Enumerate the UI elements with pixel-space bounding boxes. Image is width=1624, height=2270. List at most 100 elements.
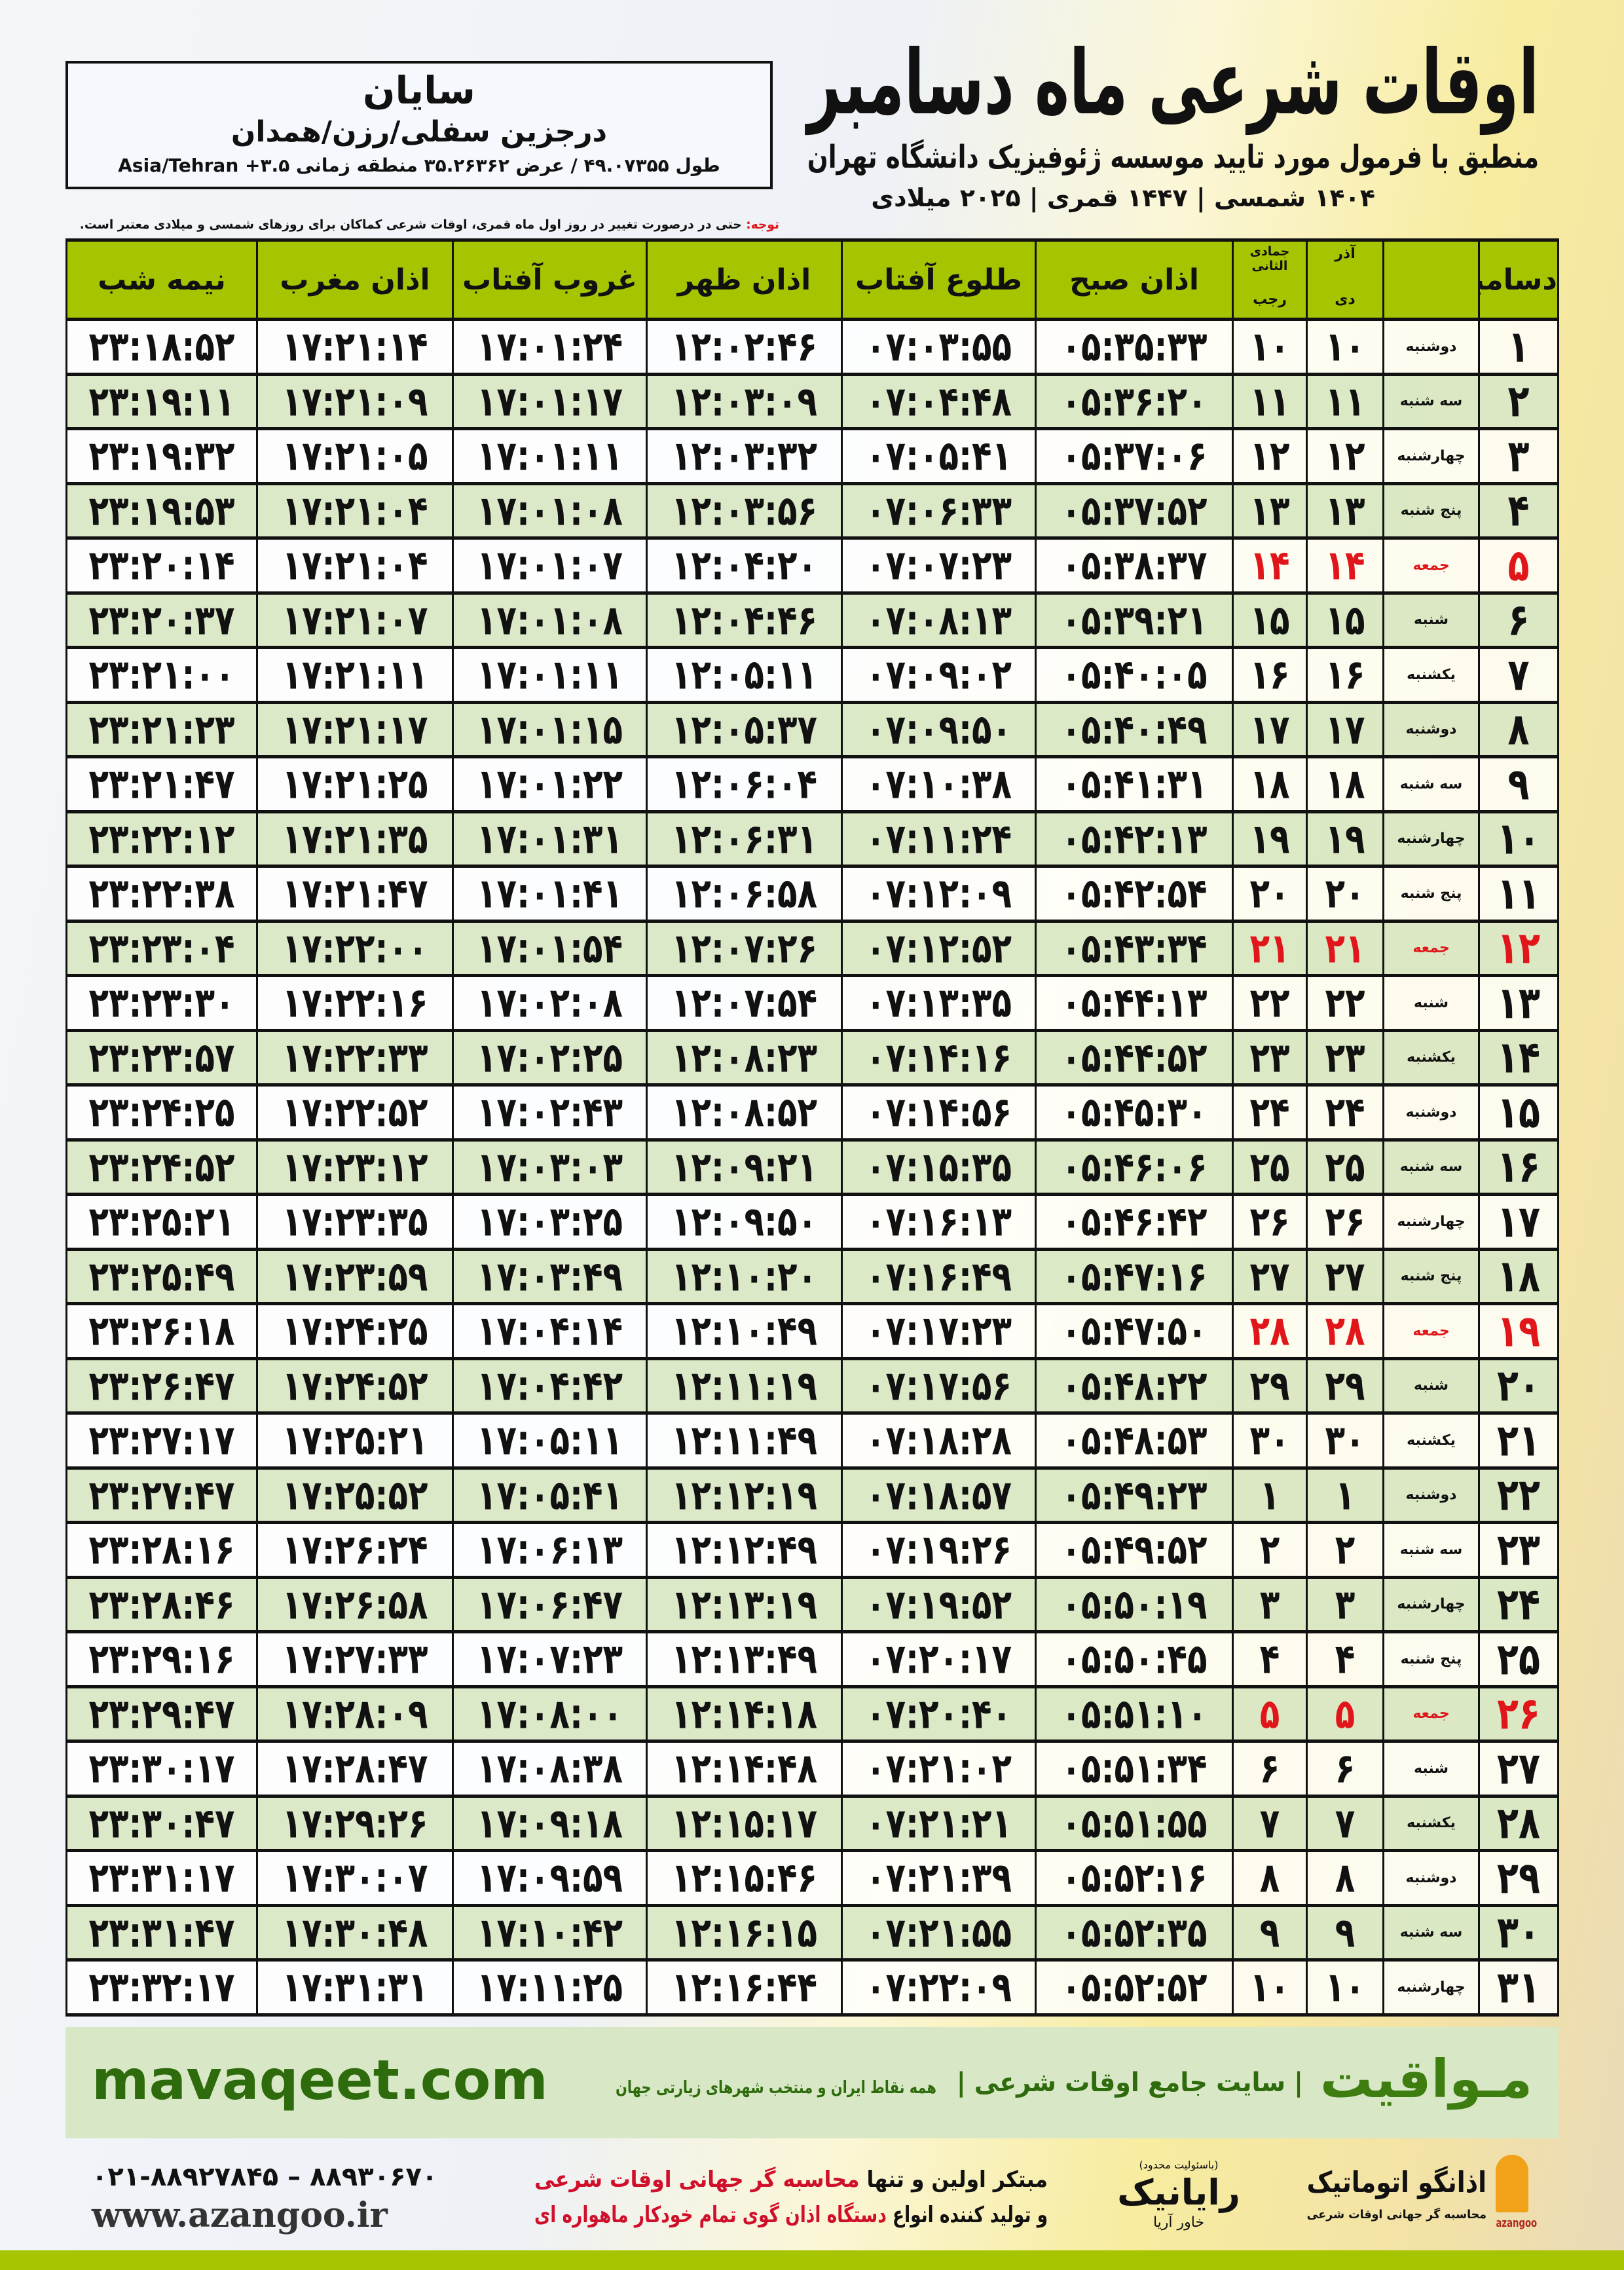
site-url[interactable]: mavaqeet.com	[92, 2048, 548, 2112]
cell-maghrib: ۱۷:۲۱:۱۱	[256, 647, 454, 704]
fajr-value: ۰۵:۳۶:۲۰	[1061, 377, 1208, 426]
lunar-day-value: ۱۴	[1249, 542, 1290, 589]
cell-lunar-day: ۱۵	[1232, 593, 1308, 649]
phone-numbers: ۰۲۱-۸۸۹۲۷۸۴۵ – ۸۸۹۳۰۶۷۰	[92, 2162, 438, 2192]
cell-sunset: ۱۷:۰۵:۱۱	[452, 1413, 648, 1470]
cell-sunset: ۱۷:۰۷:۲۳	[452, 1631, 648, 1688]
cell-day: ۴	[1478, 483, 1559, 540]
weekday-value: یکشنبه	[1407, 1049, 1456, 1066]
cell-sunrise: ۰۷:۲۱:۵۵	[841, 1905, 1037, 1962]
sunset-value: ۱۷:۰۹:۵۹	[476, 1854, 623, 1902]
midnight-value: ۲۳:۳۰:۴۷	[88, 1799, 235, 1848]
cell-maghrib: ۱۷:۲۱:۰۵	[256, 428, 454, 485]
cell-lunar-day: ۲۳	[1232, 1030, 1308, 1087]
sunset-value: ۱۷:۰۱:۱۵	[476, 705, 623, 754]
cell-dhuhr: ۱۲:۱۱:۱۹	[646, 1358, 843, 1415]
table-row: ۳۰ سه شنبه ۹ ۹ ۰۵:۵۲:۳۵ ۰۷:۲۱:۵۵ ۱۲:۱۶:۱۵ ۱۷:۱۰…	[65, 1905, 1559, 1962]
cell-maghrib: ۱۷:۲۶:۵۸	[256, 1577, 454, 1633]
cell-day: ۱۴	[1478, 1030, 1559, 1087]
solar-day-value: ۲	[1335, 1526, 1356, 1574]
sunrise-value: ۰۷:۱۶:۴۹	[865, 1252, 1012, 1301]
cell-solar-day: ۳۰	[1306, 1413, 1384, 1470]
cell-maghrib: ۱۷:۲۴:۵۲	[256, 1358, 454, 1415]
midnight-value: ۲۳:۲۸:۴۶	[88, 1580, 235, 1629]
cell-sunset: ۱۷:۰۱:۱۱	[452, 428, 648, 485]
sunrise-value: ۰۷:۰۳:۵۵	[865, 323, 1012, 371]
lunar-day-value: ۲۰	[1249, 870, 1290, 918]
cell-sunset: ۱۷:۰۱:۱۷	[452, 374, 648, 430]
maghrib-value: ۱۷:۲۱:۱۴	[282, 323, 428, 371]
cell-lunar-day: ۲	[1232, 1522, 1308, 1579]
cell-solar-day: ۲	[1306, 1522, 1384, 1579]
cell-sunset: ۱۷:۱۱:۲۵	[452, 1960, 648, 2017]
cell-sunset: ۱۷:۰۶:۱۳	[452, 1522, 648, 1579]
cell-solar-day: ۲۶	[1306, 1194, 1384, 1251]
table-row: ۱۰ چهارشنبه ۱۹ ۱۹ ۰۵:۴۲:۱۳ ۰۷:۱۱:۲۴ ۱۲:۰۶:۳۱ ۱۷…	[65, 811, 1559, 868]
day-value: ۱۹	[1497, 1305, 1540, 1357]
cell-sunrise: ۰۷:۰۸:۱۳	[841, 593, 1037, 649]
cell-midnight: ۲۳:۱۹:۱۱	[65, 374, 258, 430]
cell-day: ۱۵	[1478, 1085, 1559, 1142]
cell-midnight: ۲۳:۲۹:۴۷	[65, 1686, 258, 1743]
day-value: ۲۳	[1497, 1523, 1540, 1576]
day-value: ۱۵	[1497, 1086, 1540, 1138]
cell-midnight: ۲۳:۳۱:۱۷	[65, 1850, 258, 1907]
sunrise-value: ۰۷:۲۱:۵۵	[865, 1908, 1012, 1957]
maghrib-value: ۱۷:۲۸:۰۹	[282, 1690, 428, 1738]
fajr-value: ۰۵:۴۶:۴۲	[1061, 1198, 1208, 1246]
dhuhr-value: ۱۲:۱۰:۲۰	[671, 1252, 818, 1301]
cell-sunrise: ۰۷:۰۹:۰۲	[841, 647, 1037, 704]
cell-sunrise: ۰۷:۱۴:۵۶	[841, 1085, 1037, 1142]
cell-fajr: ۰۵:۴۴:۵۲	[1035, 1030, 1234, 1087]
fajr-value: ۰۵:۳۷:۵۲	[1061, 487, 1208, 535]
cell-dhuhr: ۱۲:۱۰:۲۰	[646, 1249, 843, 1305]
promo-line-1: مبتکر اولین و تنها محاسبه گر جهانی اوقات…	[534, 2165, 1048, 2194]
maghrib-value: ۱۷:۲۳:۱۲	[282, 1143, 428, 1191]
maghrib-value: ۱۷:۲۶:۵۸	[282, 1580, 428, 1629]
lunar-day-value: ۱۶	[1249, 651, 1290, 699]
fajr-value: ۰۵:۵۰:۱۹	[1061, 1580, 1208, 1629]
solar-day-value: ۱۰	[1325, 323, 1365, 371]
sunrise-value: ۰۷:۱۰:۳۸	[865, 760, 1012, 808]
cell-weekday: چهارشنبه	[1382, 811, 1480, 868]
cell-fajr: ۰۵:۳۶:۲۰	[1035, 374, 1234, 430]
coordinates: طول ۴۹.۰۷۳۵۵ / عرض ۳۵.۲۶۳۶۲ منطقه زمانی …	[79, 151, 760, 180]
solar-day-value: ۲۷	[1325, 1252, 1365, 1301]
maghrib-value: ۱۷:۲۱:۰۴	[282, 487, 428, 535]
midnight-value: ۲۳:۲۴:۲۵	[88, 1088, 235, 1136]
day-value: ۶	[1507, 594, 1530, 646]
website-link[interactable]: www.azangoo.ir	[92, 2195, 388, 2235]
sunrise-value: ۰۷:۲۰:۱۷	[865, 1635, 1012, 1683]
maghrib-value: ۱۷:۲۱:۰۹	[282, 377, 428, 426]
cell-sunrise: ۰۷:۰۷:۲۳	[841, 538, 1037, 595]
cell-midnight: ۲۳:۲۳:۵۷	[65, 1030, 258, 1087]
cell-sunset: ۱۷:۰۹:۱۸	[452, 1796, 648, 1852]
cell-weekday: یکشنبه	[1382, 1413, 1480, 1470]
weekday-value: چهارشنبه	[1397, 1213, 1466, 1230]
solar-day-value: ۱۴	[1325, 542, 1365, 589]
prayer-times-table: دسامبر آذر دی جمادی الثانی رجب اذان صبح طل…	[65, 238, 1559, 2017]
maghrib-value: ۱۷:۲۴:۵۲	[282, 1362, 428, 1410]
header-solar-bottom: دی	[1335, 291, 1356, 308]
cell-day: ۱۸	[1478, 1249, 1559, 1305]
cell-day: ۲	[1478, 374, 1559, 430]
cell-maghrib: ۱۷:۲۱:۰۴	[256, 538, 454, 595]
maghrib-value: ۱۷:۲۳:۳۵	[282, 1198, 428, 1246]
cell-maghrib: ۱۷:۲۱:۰۷	[256, 593, 454, 649]
sunrise-value: ۰۷:۱۵:۳۵	[865, 1143, 1012, 1191]
cell-weekday: چهارشنبه	[1382, 1960, 1480, 2017]
day-value: ۲۱	[1497, 1414, 1540, 1466]
table-row: ۱۴ یکشنبه ۲۳ ۲۳ ۰۵:۴۴:۵۲ ۰۷:۱۴:۱۶ ۱۲:۰۸:۲۳ ۱۷:۰…	[65, 1030, 1559, 1087]
sunset-value: ۱۷:۰۶:۴۷	[476, 1580, 623, 1629]
weekday-value: دوشنبه	[1405, 1104, 1457, 1121]
rayanik-sub: خاور آریا	[1153, 2214, 1205, 2231]
maghrib-value: ۱۷:۲۷:۳۳	[282, 1635, 428, 1683]
midnight-value: ۲۳:۱۹:۵۳	[88, 487, 235, 535]
fajr-value: ۰۵:۴۲:۱۳	[1061, 815, 1208, 863]
cell-sunrise: ۰۷:۱۸:۵۷	[841, 1468, 1037, 1524]
cell-sunset: ۱۷:۰۸:۳۸	[452, 1741, 648, 1798]
cell-solar-day: ۱۲	[1306, 428, 1384, 485]
cell-midnight: ۲۳:۱۹:۵۳	[65, 483, 258, 540]
cell-sunset: ۱۷:۰۴:۴۲	[452, 1358, 648, 1415]
rayanik-note: (باسئولیت محدود)	[1139, 2159, 1219, 2171]
